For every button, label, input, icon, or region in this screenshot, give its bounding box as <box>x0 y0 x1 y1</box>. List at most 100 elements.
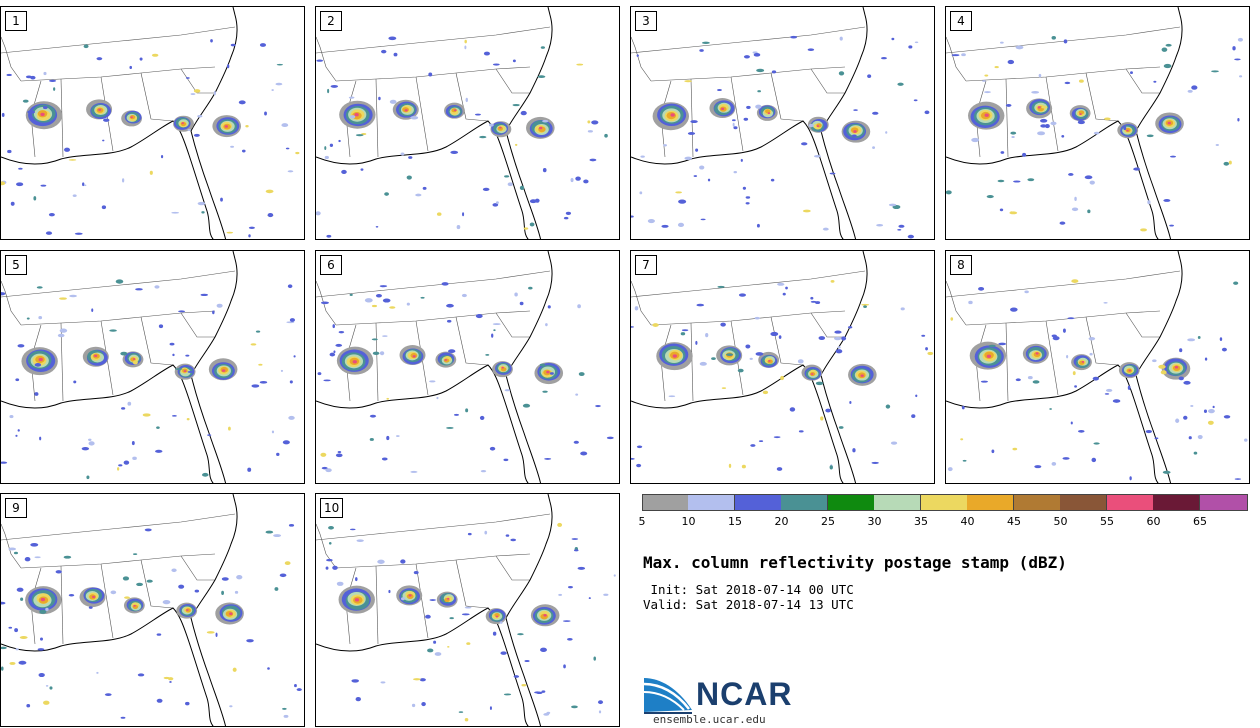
reflectivity-speck <box>1244 438 1248 442</box>
reflectivity-speck <box>13 551 19 555</box>
reflectivity-speck <box>994 66 999 69</box>
reflectivity-speck <box>267 667 270 670</box>
reflectivity-speck <box>1208 409 1215 414</box>
reflectivity-speck <box>30 542 39 547</box>
reflectivity-speck <box>699 361 707 366</box>
reflectivity-speck <box>798 430 804 433</box>
reflectivity-speck <box>756 68 765 73</box>
reflectivity-speck <box>344 591 347 597</box>
member-panel-10: 10 <box>315 493 620 727</box>
reflectivity-speck <box>280 369 284 372</box>
member-panel-6: 6 <box>315 250 620 484</box>
reflectivity-speck <box>1 666 4 671</box>
reflectivity-speck <box>146 579 153 583</box>
reflectivity-speck <box>213 90 216 96</box>
reflectivity-cell <box>1167 121 1172 125</box>
reflectivity-speck <box>348 96 355 99</box>
reflectivity-speck <box>567 637 573 641</box>
reflectivity-speck <box>42 105 48 110</box>
reflectivity-speck <box>201 211 205 214</box>
state-border <box>631 36 652 82</box>
state-border <box>316 513 551 541</box>
reflectivity-speck <box>1040 124 1047 128</box>
reflectivity-speck <box>479 415 485 420</box>
reflectivity-speck <box>587 120 591 124</box>
reflectivity-speck <box>773 436 781 439</box>
reflectivity-speck <box>908 45 913 49</box>
reflectivity-speck <box>576 63 584 66</box>
reflectivity-speck <box>63 555 72 559</box>
reflectivity-speck <box>1212 405 1215 409</box>
reflectivity-speck <box>1 181 6 186</box>
reflectivity-speck <box>1022 152 1027 157</box>
colorbar-tick-label: 10 <box>681 515 696 528</box>
reflectivity-speck <box>1077 120 1085 125</box>
reflectivity-speck <box>499 621 503 624</box>
reflectivity-speck <box>380 681 386 684</box>
reflectivity-speck <box>328 525 334 530</box>
reflectivity-speck <box>59 328 68 333</box>
reflectivity-speck <box>503 458 509 462</box>
reflectivity-speck <box>185 701 190 706</box>
reflectivity-speck <box>378 96 381 101</box>
reflectivity-speck <box>801 142 808 146</box>
reflectivity-speck <box>911 414 916 419</box>
colorbar-segment <box>967 494 1014 511</box>
reflectivity-speck <box>17 429 20 432</box>
reflectivity-speck <box>289 380 293 384</box>
reflectivity-speck <box>328 541 332 545</box>
reflectivity-speck <box>684 156 693 161</box>
reflectivity-speck <box>947 467 953 472</box>
figure-title: Max. column reflectivity postage stamp (… <box>643 553 1067 572</box>
reflectivity-speck <box>118 464 123 467</box>
reflectivity-speck <box>155 449 163 453</box>
reflectivity-speck <box>547 305 551 309</box>
reflectivity-speck <box>475 313 483 319</box>
reflectivity-speck <box>171 211 180 214</box>
reflectivity-speck <box>137 673 145 677</box>
reflectivity-speck <box>897 82 904 86</box>
reflectivity-speck <box>1211 70 1219 73</box>
reflectivity-speck <box>123 460 130 465</box>
reflectivity-speck <box>1197 434 1203 440</box>
reflectivity-speck <box>18 660 27 665</box>
reflectivity-speck <box>330 84 339 88</box>
reflectivity-cell <box>1128 369 1132 372</box>
reflectivity-speck <box>172 353 175 357</box>
reflectivity-speck <box>102 139 105 142</box>
reflectivity-speck <box>1 112 5 118</box>
reflectivity-speck <box>707 178 711 182</box>
colorbar-tick-label: 35 <box>914 515 928 528</box>
reflectivity-cell <box>132 358 136 360</box>
reflectivity-speck <box>267 213 274 218</box>
reflectivity-speck <box>1015 378 1021 382</box>
reflectivity-speck <box>275 82 283 86</box>
reflectivity-speck <box>880 56 887 60</box>
reflectivity-speck <box>288 524 295 527</box>
reflectivity-speck <box>1040 118 1048 123</box>
state-border <box>455 316 489 366</box>
reflectivity-speck <box>88 606 93 609</box>
reflectivity-speck <box>1041 105 1048 109</box>
reflectivity-speck <box>807 48 815 52</box>
reflectivity-speck <box>34 363 42 367</box>
reflectivity-speck <box>825 408 831 413</box>
reflectivity-speck <box>1152 359 1157 363</box>
reflectivity-speck <box>259 381 268 384</box>
reflectivity-cell <box>408 594 412 597</box>
reflectivity-speck <box>1170 155 1177 158</box>
reflectivity-speck <box>1104 117 1111 121</box>
reflectivity-speck <box>680 332 686 336</box>
colorbar-tick-label: 50 <box>1053 515 1068 528</box>
reflectivity-speck <box>336 581 344 586</box>
reflectivity-speck <box>558 593 563 596</box>
coastline <box>631 251 868 483</box>
reflectivity-speck <box>950 317 954 321</box>
reflectivity-speck <box>847 326 853 329</box>
reflectivity-cell <box>853 130 857 133</box>
member-label: 5 <box>5 255 27 275</box>
reflectivity-speck <box>18 167 23 170</box>
reflectivity-speck <box>19 636 28 639</box>
reflectivity-speck <box>120 351 128 356</box>
state-border <box>375 565 379 645</box>
